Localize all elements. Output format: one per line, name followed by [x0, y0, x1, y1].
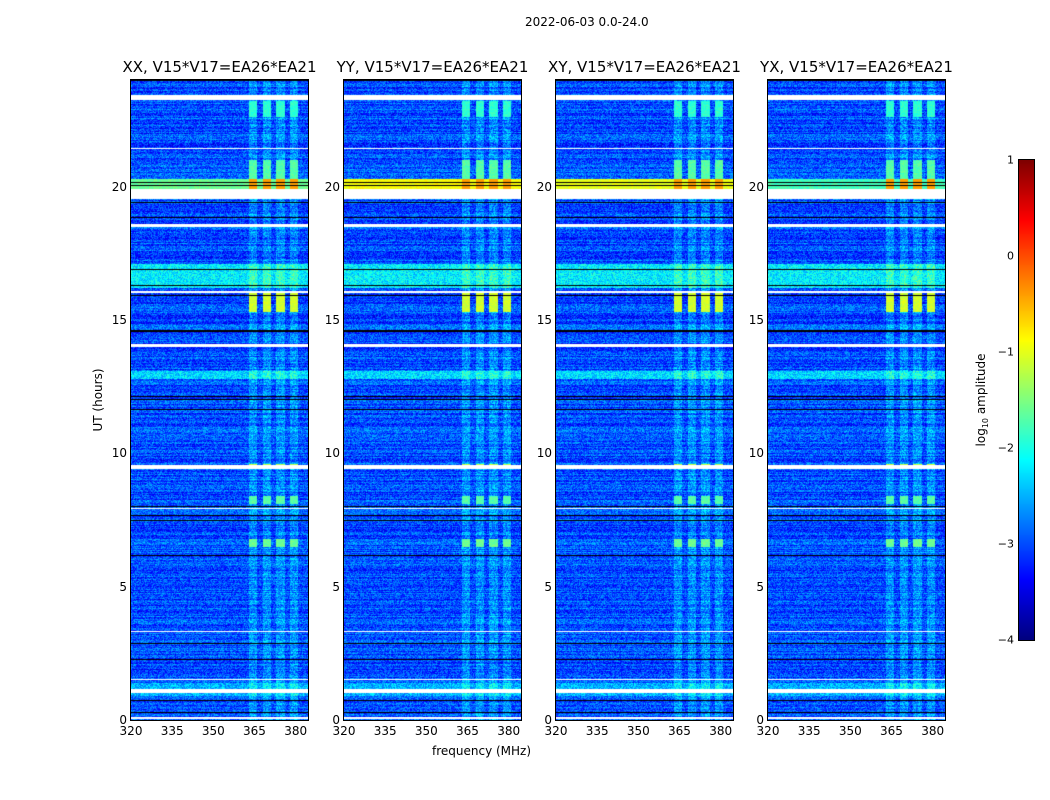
colorbar-label: log10 amplitude [974, 354, 990, 447]
y-tick-label: 5 [756, 579, 764, 594]
x-tick-label: 350 [201, 724, 225, 738]
heatmap-panel-0 [131, 80, 308, 720]
x-tick-label: 380 [497, 724, 521, 738]
y-tick-label: 0 [332, 713, 340, 727]
y-tick-label: 10 [324, 446, 340, 461]
x-tick-label: 335 [585, 724, 609, 738]
x-tick-label: 350 [626, 724, 650, 738]
colorbar [1019, 160, 1034, 640]
y-tick-label: 15 [111, 313, 127, 327]
y-tick-label: 10 [536, 446, 552, 461]
y-tick-label: 0 [544, 713, 552, 727]
x-tick-label: 350 [838, 724, 862, 738]
y-tick-label: 15 [536, 313, 552, 327]
panel-title: YX, V15*V17=EA26*EA21 [760, 58, 953, 76]
x-tick-label: 320 [332, 724, 356, 738]
y-tick-label: 20 [111, 179, 127, 194]
panel-frame [555, 79, 734, 721]
colorbar-tick-label: −2 [997, 441, 1014, 455]
y-tick-label: 20 [536, 179, 552, 194]
x-tick-label: 380 [921, 724, 945, 738]
heatmap-panel-3 [768, 80, 945, 720]
panel-title: XY, V15*V17=EA26*EA21 [548, 58, 741, 76]
y-tick-label: 15 [748, 313, 764, 327]
colorbar-label-rest: amplitude [973, 353, 988, 418]
x-tick-label: 335 [160, 724, 184, 738]
colorbar-tick-label: −4 [997, 633, 1014, 647]
y-tick-label: 10 [111, 446, 127, 461]
x-tick-label: 365 [668, 724, 691, 738]
panel-title: XX, V15*V17=EA26*EA21 [122, 58, 317, 76]
x-tick-label: 365 [243, 724, 266, 738]
x-tick-label: 320 [119, 724, 143, 738]
x-tick-label: 365 [880, 724, 903, 738]
x-tick-label: 380 [709, 724, 733, 738]
y-axis-label: UT (hours) [91, 368, 105, 432]
y-tick-label: 5 [544, 579, 552, 594]
y-tick-label: 5 [332, 579, 340, 594]
panel-frame [130, 79, 309, 721]
colorbar-frame [1018, 159, 1035, 641]
y-tick-label: 10 [748, 446, 764, 461]
colorbar-label-main: log [973, 428, 988, 447]
heatmap-panel-1 [344, 80, 521, 720]
heatmap-panel-2 [556, 80, 733, 720]
x-tick-label: 350 [414, 724, 438, 738]
x-tick-label: 320 [544, 724, 568, 738]
x-tick-label: 380 [284, 724, 308, 738]
colorbar-tick-label: 1 [1007, 153, 1014, 167]
x-tick-label: 335 [373, 724, 397, 738]
panel-frame [767, 79, 946, 721]
colorbar-tick-label: 0 [1007, 249, 1014, 263]
y-tick-label: 0 [119, 713, 127, 727]
x-tick-label: 365 [456, 724, 479, 738]
x-tick-label: 320 [756, 724, 780, 738]
panel-frame [343, 79, 522, 721]
panel-title: YY, V15*V17=EA26*EA21 [336, 58, 529, 76]
y-tick-label: 20 [324, 179, 340, 194]
x-axis-label: frequency (MHz) [432, 744, 532, 758]
y-tick-label: 0 [756, 713, 764, 727]
y-tick-label: 20 [748, 179, 764, 194]
y-tick-label: 15 [324, 313, 340, 327]
figure-suptitle: 2022-06-03 0.0-24.0 [525, 15, 649, 29]
y-tick-label: 5 [119, 579, 127, 594]
x-tick-label: 335 [797, 724, 821, 738]
colorbar-tick-label: −3 [997, 537, 1014, 551]
colorbar-label-sub: 10 [981, 417, 991, 429]
colorbar-tick-label: −1 [997, 345, 1014, 359]
